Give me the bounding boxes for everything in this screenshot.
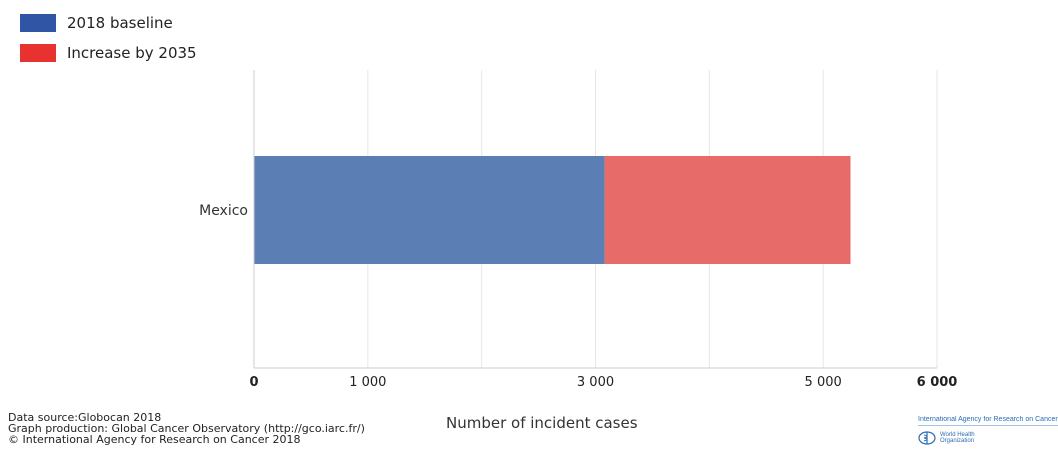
source-line-3: © International Agency for Research on C… [8,433,301,446]
who-logo: World Health Organization [918,431,1058,445]
category-label-mexico: Mexico [199,203,248,219]
data-source-note: Data source:Globocan 2018 Graph producti… [8,412,365,445]
x-tick-label-6000: 6 000 [917,375,958,390]
who-logo-line-2: Organization [940,438,975,444]
bar-mexico-series-1[interactable] [254,156,605,264]
legend-swatch-increase [20,44,56,62]
bar-chart: Mexico 0 1 000 3 000 5 000 6 000 [199,70,958,390]
who-logo-line-1: World Health [940,432,975,438]
legend-label-baseline: 2018 baseline [67,14,173,32]
source-line-1: Data source:Globocan 2018 [8,411,162,424]
legend-item-increase[interactable]: Increase by 2035 [20,38,197,68]
legend-item-baseline[interactable]: 2018 baseline [20,8,197,38]
x-tick-label-3000: 3 000 [577,375,614,390]
legend-swatch-baseline [20,14,56,32]
who-emblem-icon [918,431,936,445]
iarc-logo-text: International Agency for Research on Can… [918,416,1058,426]
x-axis-title: Number of incident cases [446,414,638,432]
legend-label-increase: Increase by 2035 [67,44,197,62]
bar-mexico-series-2[interactable] [604,156,851,264]
organization-logos: International Agency for Research on Can… [918,416,1058,456]
x-tick-label-1000: 1 000 [349,375,386,390]
legend: 2018 baseline Increase by 2035 [20,8,197,68]
x-tick-label-0: 0 [249,375,258,390]
x-tick-label-5000: 5 000 [805,375,842,390]
source-line-2: Graph production: Global Cancer Observat… [8,422,365,435]
